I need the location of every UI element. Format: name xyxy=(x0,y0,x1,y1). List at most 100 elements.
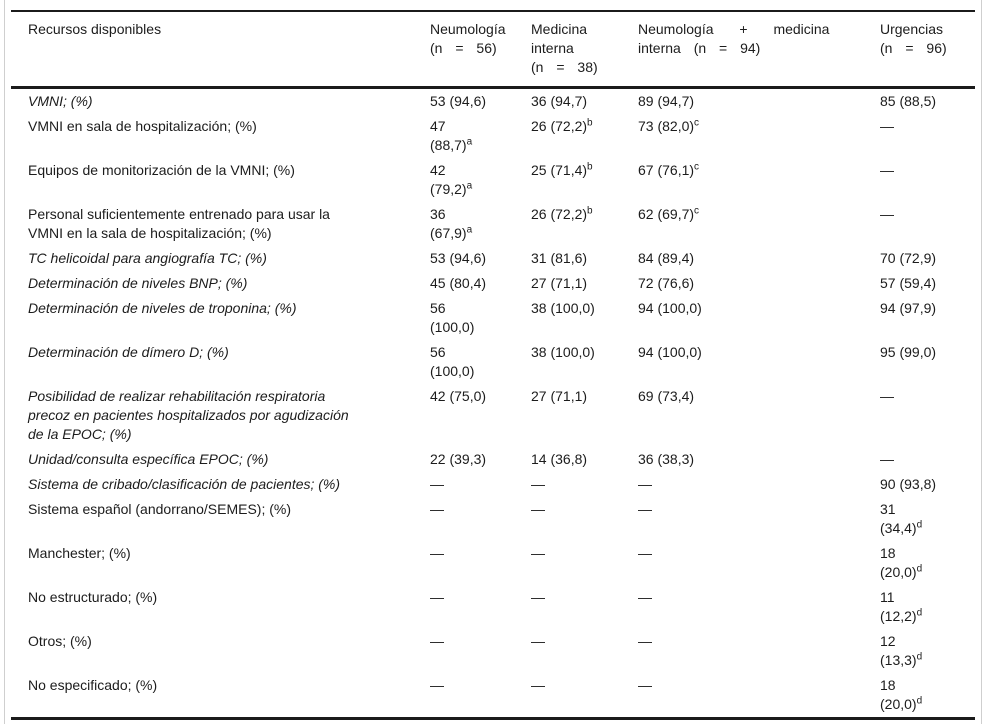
value-cell: — xyxy=(430,673,531,719)
value-line: 56 xyxy=(430,344,446,360)
value-line: 42 (75,0) xyxy=(430,388,487,404)
table-row: Determinación de niveles de troponina; (… xyxy=(11,296,975,340)
row-label-line: Otros; (%) xyxy=(28,633,92,649)
value-cell: 57 (59,4) xyxy=(880,271,975,296)
footnote-marker: a xyxy=(466,180,473,192)
value-line: (20,0) xyxy=(880,696,917,712)
value-cell: 38 (100,0) xyxy=(531,296,638,340)
value-cell: 12 (13,3)d xyxy=(880,629,975,673)
value-cell: 94 (100,0) xyxy=(638,296,880,340)
row-label: VMNI en sala de hospitalización; (%) xyxy=(11,114,430,158)
table-row: Sistema de cribado/clasificación de paci… xyxy=(11,472,975,497)
value-cell: 36 (38,3) xyxy=(638,447,880,472)
value-line: 36 (94,7) xyxy=(531,93,588,109)
value-line: 69 (73,4) xyxy=(638,388,695,404)
value-cell: 53 (94,6) xyxy=(430,88,531,115)
value-line: (20,0) xyxy=(880,564,917,580)
value-cell: — xyxy=(430,472,531,497)
table-row: Personal suficientemente entrenado para … xyxy=(11,202,975,246)
value-line: 53 (94,6) xyxy=(430,250,487,266)
recursos-disponibles-table: Recursos disponibles Neumología (n = 56) Me… xyxy=(11,10,975,720)
row-label-line: Sistema de cribado/clasificación de paci… xyxy=(28,476,341,492)
footnote-marker: d xyxy=(916,519,923,531)
value-line: 56 xyxy=(430,300,446,316)
table-row: Manchester; (%) — — — 18 (20,0)d xyxy=(11,541,975,585)
value-line: — xyxy=(638,501,652,517)
row-label-line: No estructurado; (%) xyxy=(28,589,158,605)
value-cell: — xyxy=(531,497,638,541)
row-label: Posibilidad de realizar rehabilitación r… xyxy=(11,384,430,447)
value-line: — xyxy=(638,633,652,649)
value-cell: — xyxy=(531,629,638,673)
value-line: (100,0) xyxy=(430,319,475,335)
value-cell: — xyxy=(638,585,880,629)
column-header-line: Urgencias xyxy=(880,21,944,37)
table-row: VMNI; (%) 53 (94,6) 36 (94,7) 89 (94,7) 85 (… xyxy=(11,88,975,115)
row-label: No estructurado; (%) xyxy=(11,585,430,629)
value-cell: 14 (36,8) xyxy=(531,447,638,472)
value-cell: 36 (67,9)a xyxy=(430,202,531,246)
value-cell: 11 (12,2)d xyxy=(880,585,975,629)
row-label-line: VMNI; (%) xyxy=(28,93,93,109)
value-cell: — xyxy=(430,497,531,541)
column-header: Neumología + medicina interna (n = 94) xyxy=(638,11,880,89)
footnote-marker: c xyxy=(694,161,700,173)
value-cell: 67 (76,1)c xyxy=(638,158,880,202)
value-line: 31 (81,6) xyxy=(531,250,588,266)
row-label: VMNI; (%) xyxy=(11,88,430,115)
column-header-line: Neumología xyxy=(430,21,506,37)
table-row: Posibilidad de realizar rehabilitación r… xyxy=(11,384,975,447)
column-header-line: Recursos disponibles xyxy=(28,21,162,37)
value-line: — xyxy=(880,118,894,134)
value-line: 89 (94,7) xyxy=(638,93,695,109)
value-line: — xyxy=(430,545,444,561)
footnote-marker: a xyxy=(466,136,473,148)
value-cell: 27 (71,1) xyxy=(531,384,638,447)
value-cell: 84 (89,4) xyxy=(638,246,880,271)
footnote-marker: d xyxy=(916,651,923,663)
value-line: — xyxy=(638,545,652,561)
value-line: 73 (82,0) xyxy=(638,118,695,134)
row-label-line: No especificado; (%) xyxy=(28,677,158,693)
value-cell: — xyxy=(638,497,880,541)
value-line: 94 (100,0) xyxy=(638,300,702,316)
value-cell: — xyxy=(430,541,531,585)
row-label-line: Personal suficientemente entrenado para … xyxy=(28,206,330,222)
value-cell: 47 (88,7)a xyxy=(430,114,531,158)
value-cell: — xyxy=(430,585,531,629)
row-label-line: Sistema español (andorrano/SEMES); (%) xyxy=(28,501,291,517)
value-cell: — xyxy=(531,585,638,629)
column-header: Medicina interna (n = 38) xyxy=(531,11,638,89)
value-line: 18 xyxy=(880,677,896,693)
value-line: — xyxy=(531,501,545,517)
value-cell: — xyxy=(531,541,638,585)
table-header: Recursos disponibles Neumología (n = 56) Me… xyxy=(11,11,975,89)
value-line: 72 (76,6) xyxy=(638,275,695,291)
value-line: — xyxy=(531,677,545,693)
row-label-line: Unidad/consulta específica EPOC; (%) xyxy=(28,451,269,467)
column-header-line: Neumología + medicina xyxy=(638,21,830,37)
value-line: 42 xyxy=(430,162,446,178)
row-label-line: Manchester; (%) xyxy=(28,545,131,561)
value-cell: 36 (94,7) xyxy=(531,88,638,115)
row-label-line: Equipos de monitorización de la VMNI; (%… xyxy=(28,162,295,178)
column-header-line: (n = 56) xyxy=(430,40,497,56)
value-cell: 94 (97,9) xyxy=(880,296,975,340)
table-row: Determinación de dímero D; (%) 56 (100,0) 3… xyxy=(11,340,975,384)
value-cell: 45 (80,4) xyxy=(430,271,531,296)
column-header-line: interna (n = 94) xyxy=(638,40,761,56)
table-row: Determinación de niveles BNP; (%) 45 (80,… xyxy=(11,271,975,296)
row-label-line: Determinación de niveles de troponina; (… xyxy=(28,300,297,316)
row-label: Determinación de niveles BNP; (%) xyxy=(11,271,430,296)
table-row: Equipos de monitorización de la VMNI; (%… xyxy=(11,158,975,202)
value-line: — xyxy=(638,677,652,693)
row-label: Manchester; (%) xyxy=(11,541,430,585)
value-cell: 89 (94,7) xyxy=(638,88,880,115)
value-line: 90 (93,8) xyxy=(880,476,937,492)
value-line: 26 (72,2) xyxy=(531,206,588,222)
row-label: Unidad/consulta específica EPOC; (%) xyxy=(11,447,430,472)
row-label-line: de la EPOC; (%) xyxy=(28,426,132,442)
value-line: 18 xyxy=(880,545,896,561)
value-cell: — xyxy=(638,472,880,497)
footnote-marker: c xyxy=(694,205,700,217)
